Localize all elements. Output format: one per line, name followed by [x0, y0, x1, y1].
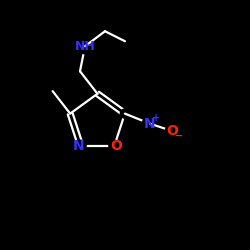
Text: N: N: [73, 139, 85, 153]
Text: O: O: [110, 139, 122, 153]
Text: N: N: [144, 116, 156, 130]
Text: O: O: [166, 124, 178, 138]
Circle shape: [165, 124, 179, 138]
Text: NH: NH: [74, 40, 96, 53]
Text: +: +: [152, 113, 160, 123]
Circle shape: [78, 39, 92, 54]
Text: −: −: [175, 130, 183, 140]
Circle shape: [75, 140, 86, 151]
Circle shape: [109, 140, 120, 151]
Circle shape: [142, 116, 157, 131]
Circle shape: [120, 109, 129, 118]
